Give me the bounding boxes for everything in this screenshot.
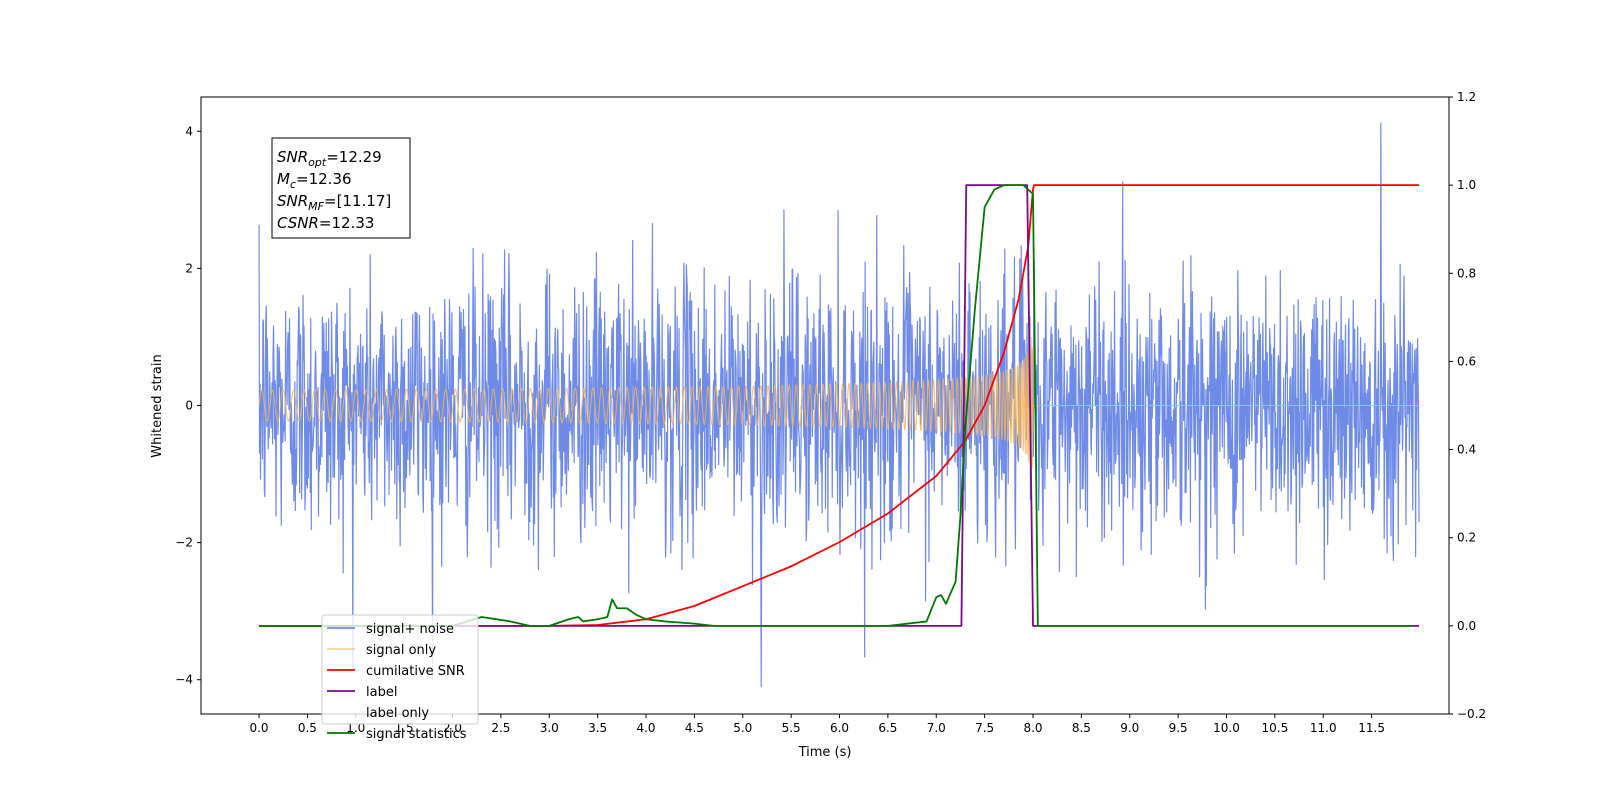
y2-tick-label: −0.2 [1457,707,1486,721]
y2-tick-label: 0.4 [1457,443,1476,457]
x-tick-label: 5.5 [782,721,801,735]
x-tick-label: 3.0 [540,721,559,735]
x-tick-label: 9.0 [1120,721,1139,735]
annotation-line: CSNR=12.33 [277,214,374,232]
x-tick-label: 7.0 [927,721,946,735]
annotation-line: SNRMF=[11.17] [277,192,391,213]
x-tick-label: 4.0 [636,721,655,735]
y-tick-label: −2 [175,536,193,550]
x-tick-label: 8.0 [1023,721,1042,735]
y-tick-label: 0 [185,399,193,413]
x-tick-label: 10.5 [1262,721,1289,735]
x-tick-label: 7.5 [975,721,994,735]
y-axis-ticks: −4 −2 0 2 4 [175,124,201,687]
legend-label-label: label [366,685,397,700]
legend-label-signal-noise: signal+ noise [366,622,454,637]
x-tick-label: 0.0 [249,721,268,735]
plot-series [258,122,1420,688]
y-tick-label: −4 [175,673,193,687]
legend: signal+ noise signal only cumilative SNR la… [321,614,479,742]
x-tick-label: 6.5 [878,721,897,735]
y2-tick-label: 0.6 [1457,354,1476,368]
legend-label-label-only: label only [366,706,429,721]
annotation-line: Mc=12.36 [277,170,352,191]
annotation-line: SNRopt=12.29 [277,148,382,169]
legend-label-signal-statistics: signal statistics [366,727,467,742]
x-tick-label: 9.5 [1169,721,1188,735]
y-tick-label: 4 [185,124,193,138]
annotation-frame [271,137,411,239]
legend-label-signal-only: signal only [366,643,436,658]
y-tick-label: 2 [185,261,193,275]
x-tick-label: 10.0 [1213,721,1240,735]
y2-tick-label: 1.0 [1457,178,1476,192]
x-tick-label: 11.5 [1358,721,1385,735]
series-signal-statistics [259,184,1413,627]
y2-tick-label: 0.0 [1457,619,1476,633]
y-axis-label: Whitened strain [150,354,165,457]
x-tick-label: 4.5 [685,721,704,735]
x-tick-label: 5.0 [733,721,752,735]
series-cumilative-snr [259,184,1420,627]
y2-tick-label: 0.8 [1457,266,1476,280]
legend-frame [321,614,479,725]
x-tick-label: 0.5 [298,721,317,735]
series-signal-only [258,336,1420,468]
x-tick-label: 6.0 [830,721,849,735]
x-tick-label: 8.5 [1072,721,1091,735]
annotation-box: SNRopt=12.29Mc=12.36SNRMF=[11.17]CSNR=12… [271,137,411,239]
x-axis-label: Time (s) [798,745,852,760]
x-tick-label: 3.5 [588,721,607,735]
y2-axis-ticks: −0.2 0.0 0.2 0.4 0.6 0.8 1.0 1.2 [1449,90,1486,721]
x-tick-label: 11.0 [1310,721,1337,735]
y2-tick-label: 0.2 [1457,531,1476,545]
legend-label-cumilative-snr: cumilative SNR [366,664,465,679]
x-tick-label: 2.5 [491,721,510,735]
y2-tick-label: 1.2 [1457,90,1476,104]
x-axis-ticks: 0.0 0.5 1.0 1.5 2.0 2.5 3.0 3.5 4.0 4.5 5.0 5.5 6.0 6… [249,714,1385,735]
